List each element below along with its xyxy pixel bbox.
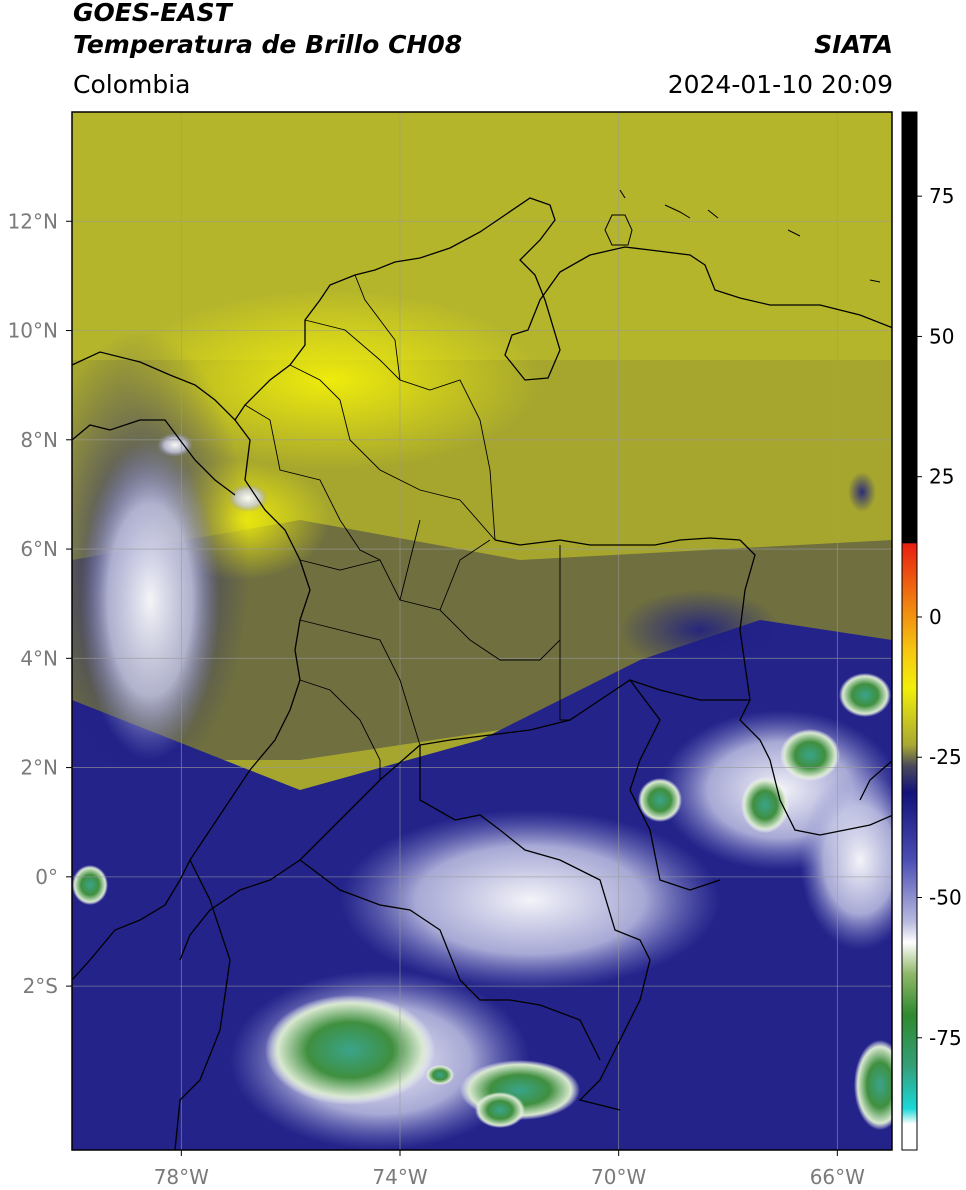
lon-tick-label: 66°W (810, 1165, 865, 1189)
colorbar-ticks: 75 50 25 0 -25 -50 -75 (917, 184, 962, 1050)
islands (604, 189, 881, 283)
region-label: Colombia (73, 70, 191, 99)
lat-tick-label: 12°N (8, 209, 58, 233)
agency-label: SIATA (814, 30, 893, 59)
lat-tick-label: 2°S (23, 974, 58, 998)
lat-tick-label: 6°N (20, 537, 58, 561)
latitude-axis: 12°N 10°N 8°N 6°N 4°N 2°N 0° 2°S (8, 209, 72, 998)
colorbar-tick-label: -50 (929, 886, 962, 910)
lat-tick-label: 10°N (8, 319, 58, 343)
lon-tick-label: 70°W (591, 1165, 646, 1189)
brightness-temperature-imagery (72, 112, 892, 1150)
lat-tick-label: 4°N (20, 646, 58, 670)
lon-tick-label: 78°W (154, 1165, 209, 1189)
lat-tick-label: 2°N (20, 756, 58, 780)
map-frame (71, 111, 893, 1151)
colorbar-tick-label: -75 (929, 1026, 962, 1050)
colorbar-tick-label: 25 (929, 465, 954, 489)
colorbar-tick-label: 75 (929, 184, 954, 208)
product-title: Temperatura de Brillo CH08 (73, 30, 463, 59)
borders (72, 197, 892, 1150)
lat-tick-label: 0° (35, 865, 58, 889)
colorbar (901, 111, 918, 1151)
satellite-title: GOES-EAST (73, 0, 232, 27)
departments (244, 274, 570, 780)
longitude-axis: 78°W 74°W 70°W 66°W (154, 1150, 865, 1189)
colorbar-tick-label: 50 (929, 324, 954, 348)
timestamp-label: 2024-01-10 20:09 (667, 70, 893, 99)
graticule (72, 112, 892, 1150)
lon-tick-label: 74°W (372, 1165, 427, 1189)
colorbar-tick-label: 0 (929, 605, 942, 629)
colorbar-tick-label: -25 (929, 745, 962, 769)
lat-tick-label: 8°N (20, 428, 58, 452)
